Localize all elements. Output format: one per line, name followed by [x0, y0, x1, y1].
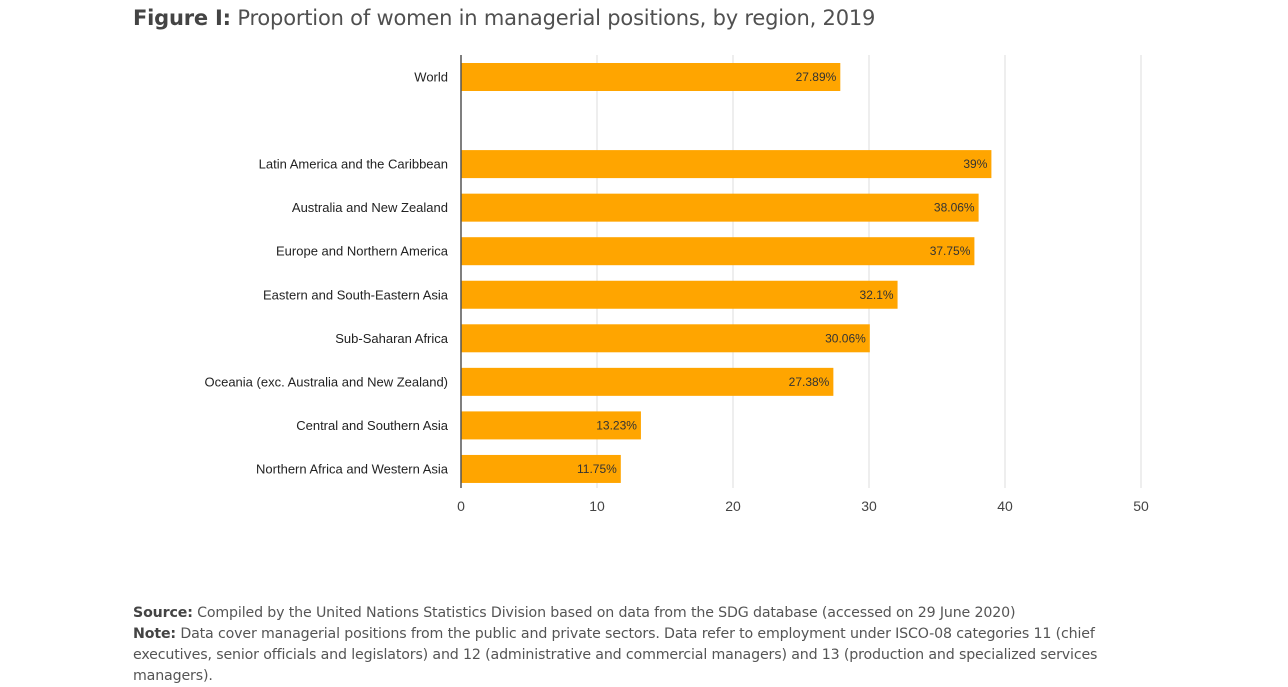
bar — [461, 193, 979, 222]
figure-notes: Source: Compiled by the United Nations S… — [133, 603, 1173, 687]
bar — [461, 63, 841, 91]
data-label: 38.06% — [934, 201, 975, 215]
category-label: Latin America and the Caribbean — [259, 157, 448, 172]
figure-title: Figure I: Proportion of women in manager… — [133, 6, 875, 30]
category-label: Australia and New Zealand — [292, 200, 448, 215]
x-tick-label: 40 — [997, 498, 1013, 514]
x-tick-label: 10 — [589, 498, 605, 514]
note-label: Note: — [133, 626, 176, 642]
bar — [461, 237, 975, 266]
grid-lines — [596, 55, 1142, 488]
data-label: 13.23% — [596, 418, 637, 432]
data-label: 32.1% — [860, 288, 894, 302]
data-label: 39% — [963, 157, 987, 171]
data-label: 37.75% — [930, 244, 971, 258]
labels: 0 10 20 30 40 50 27.89% World 39% Latin America a… — [204, 70, 1149, 515]
bar — [461, 367, 834, 396]
bars — [461, 63, 992, 483]
source-text: Compiled by the United Nations Statistic… — [197, 605, 1016, 621]
source-label: Source: — [133, 605, 193, 621]
bar — [461, 280, 898, 309]
bar — [461, 411, 641, 440]
category-label: Northern Africa and Western Asia — [256, 461, 449, 476]
source-line: Source: Compiled by the United Nations S… — [133, 603, 1173, 624]
category-label: Oceania (exc. Australia and New Zealand) — [204, 374, 448, 389]
x-tick-label: 50 — [1133, 498, 1149, 514]
category-label: World — [414, 70, 448, 85]
data-label: 27.89% — [796, 70, 837, 84]
category-label: Europe and Northern America — [276, 244, 449, 259]
bar-chart: 0 10 20 30 40 50 27.89% World 39% Latin America a… — [204, 55, 1149, 515]
note-text: Data cover managerial positions from the… — [133, 626, 1098, 684]
note-line: Note: Data cover managerial positions fr… — [133, 624, 1173, 687]
figure-label: Figure I: — [133, 6, 231, 30]
category-label: Central and Southern Asia — [296, 418, 449, 433]
category-label: Sub-Saharan Africa — [335, 331, 449, 346]
bar — [461, 150, 992, 179]
data-label: 27.38% — [789, 375, 830, 389]
x-tick-label: 0 — [457, 498, 465, 514]
data-label: 30.06% — [825, 331, 866, 345]
figure-title-text: Proportion of women in managerial positi… — [237, 6, 876, 30]
category-label: Eastern and South-Eastern Asia — [263, 287, 449, 302]
bar — [461, 324, 870, 353]
bar — [461, 454, 621, 483]
x-tick-label: 20 — [725, 498, 741, 514]
data-label: 11.75% — [577, 462, 617, 476]
x-tick-label: 30 — [861, 498, 877, 514]
